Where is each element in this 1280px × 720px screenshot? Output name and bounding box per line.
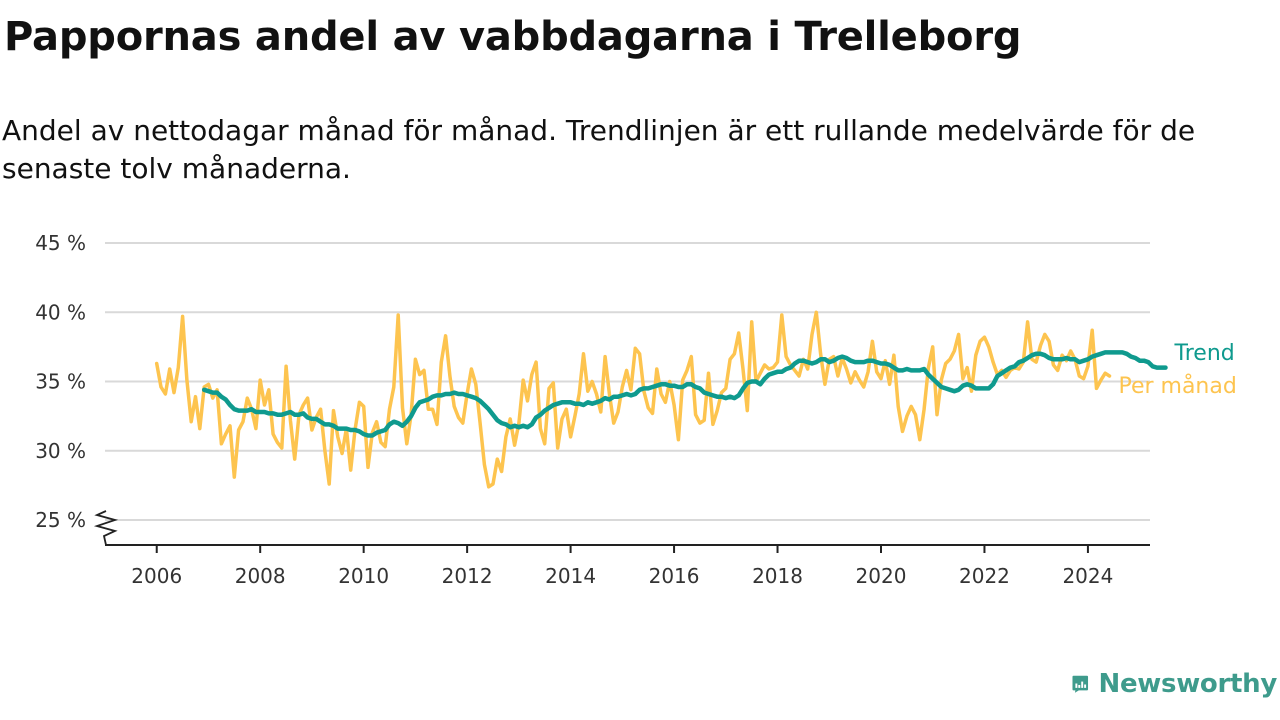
chart-title: Pappornas andel av vabbdagarna i Trelleb…	[4, 14, 1022, 60]
x-tick-label: 2018	[752, 564, 803, 588]
x-tick-label: 2008	[235, 564, 286, 588]
x-axis: 2006 2008 2010 2012 2014 2016 2018 2020 2022 2024	[105, 544, 1150, 588]
y-tick-label: 35 %	[35, 370, 86, 394]
x-tick-label: 2016	[649, 564, 700, 588]
x-tick-label: 2006	[131, 564, 182, 588]
gridlines	[105, 242, 1150, 521]
y-tick-label: 25 %	[35, 508, 86, 532]
x-tick-label: 2010	[338, 564, 389, 588]
y-tick-label: 30 %	[35, 439, 86, 463]
y-axis: 25 % 30 % 35 % 40 % 45 %	[35, 231, 119, 546]
x-tick-label: 2014	[545, 564, 596, 588]
x-tick-label: 2024	[1062, 564, 1113, 588]
x-tick-label: 2012	[442, 564, 493, 588]
x-tick-label: 2020	[856, 564, 907, 588]
series-line-per-manad	[154, 310, 1112, 489]
series-line-trend	[201, 350, 1168, 438]
x-tick-label: 2022	[959, 564, 1010, 588]
newsworthy-logo-icon	[1072, 675, 1089, 693]
newsworthy-brand: Newsworthy	[1072, 664, 1277, 704]
axis-break-icon	[93, 510, 119, 546]
legend-label-trend: Trend	[1174, 341, 1235, 366]
y-tick-label: 40 %	[35, 300, 86, 324]
brand-name: Newsworthy	[1098, 669, 1278, 699]
legend-label-per-manad: Per månad	[1118, 373, 1236, 399]
series-lines	[154, 310, 1168, 489]
legend: Per månad Trend	[1118, 341, 1236, 399]
chart-subtitle: Andel av nettodagar månad för månad. Tre…	[2, 114, 1196, 185]
y-tick-label: 45 %	[35, 231, 86, 255]
